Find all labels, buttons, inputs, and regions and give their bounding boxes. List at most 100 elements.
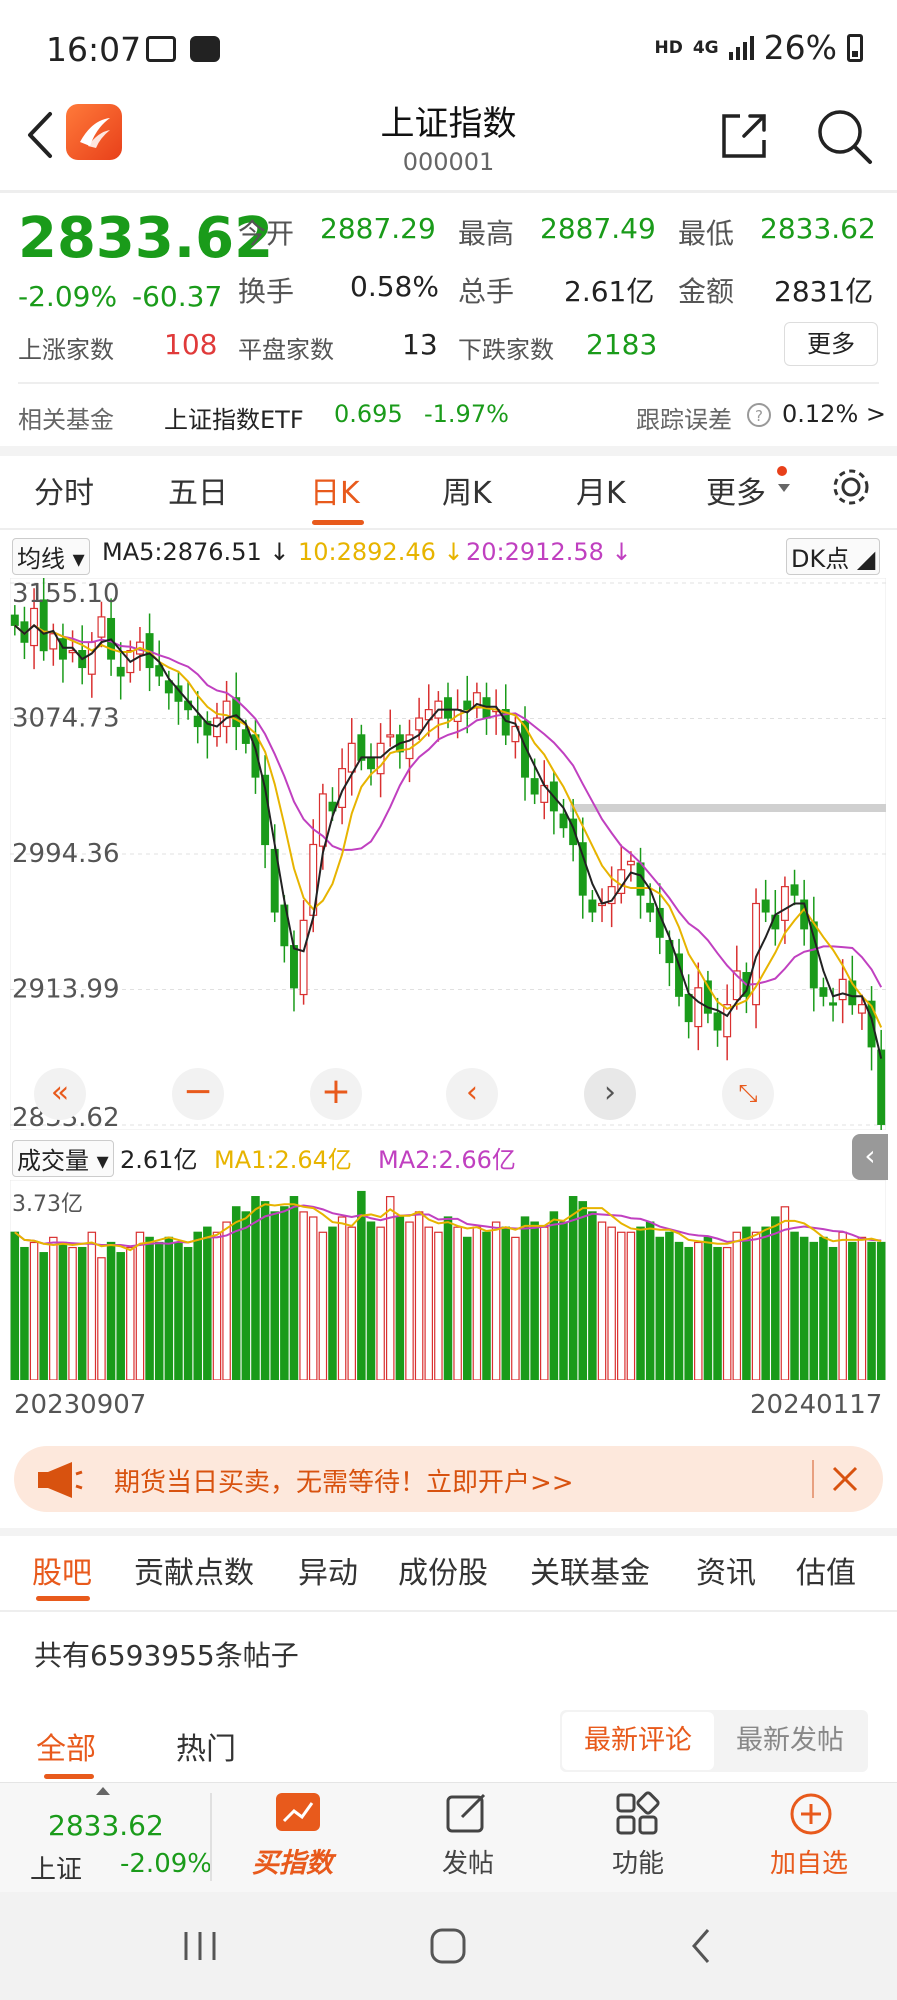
- volume-bar: [49, 1236, 58, 1380]
- tab-monthly-k[interactable]: 月K: [576, 476, 626, 511]
- sort-latest-comment[interactable]: 最新评论: [562, 1712, 714, 1770]
- mini-pct[interactable]: -2.09%: [120, 1849, 212, 1879]
- functions-tab[interactable]: 功能: [590, 1791, 686, 1887]
- ad-banner[interactable]: 期货当日买卖，无需等待！立即开户>>: [14, 1446, 883, 1512]
- rewind-button[interactable]: «: [34, 1068, 86, 1120]
- back-icon[interactable]: [22, 110, 58, 160]
- candle: [848, 980, 857, 1006]
- amount-label: 金额: [678, 275, 735, 308]
- expand-caret-icon[interactable]: [96, 1787, 110, 1797]
- subtab-contribution[interactable]: 贡献点数: [134, 1556, 254, 1591]
- y-axis-label: 3074.73: [12, 704, 120, 734]
- help-icon[interactable]: ?: [746, 402, 772, 428]
- filter-hot[interactable]: 热门: [176, 1732, 236, 1767]
- volume-bar: [588, 1211, 597, 1380]
- subtab-guba[interactable]: 股吧: [32, 1556, 92, 1591]
- volume-value: 2.61亿: [564, 275, 655, 308]
- volume-ma2: MA2:2.66亿: [378, 1146, 516, 1174]
- volume-bar: [828, 1246, 838, 1380]
- dk-point-button[interactable]: DK点 ◢: [786, 538, 881, 575]
- volume-max-label: 3.73亿: [12, 1192, 83, 1217]
- up-count-label: 上涨家数: [18, 336, 114, 364]
- status-time: 16:07: [46, 30, 142, 69]
- share-icon[interactable]: [718, 110, 770, 162]
- volume-bar: [405, 1221, 414, 1380]
- zoom-in-button[interactable]: +: [310, 1068, 362, 1120]
- volume-bar: [530, 1221, 539, 1380]
- filter-all[interactable]: 全部: [36, 1732, 96, 1767]
- search-icon[interactable]: [814, 106, 874, 166]
- candle: [829, 1002, 838, 1006]
- volume-bar: [617, 1231, 626, 1380]
- collapse-panel-button[interactable]: ‹: [852, 1134, 888, 1180]
- tracking-error-label: 跟踪误差: [636, 406, 732, 434]
- scroll-left-button[interactable]: ‹: [446, 1068, 498, 1120]
- tab-five-day[interactable]: 五日: [168, 476, 228, 511]
- home-icon[interactable]: [428, 1926, 468, 1966]
- sort-latest-post[interactable]: 最新发帖: [736, 1725, 844, 1756]
- candle: [10, 614, 19, 626]
- fullscreen-button[interactable]: ⤡: [722, 1068, 774, 1120]
- candle: [472, 692, 481, 709]
- tab-intraday[interactable]: 分时: [34, 476, 94, 511]
- candle: [376, 742, 385, 775]
- tracking-error-value[interactable]: 0.12% >: [782, 400, 886, 428]
- candle: [155, 665, 164, 677]
- ma10-value: 10:2892.46 ↓: [298, 538, 464, 566]
- subtab-movement[interactable]: 异动: [298, 1556, 358, 1591]
- subtab-news[interactable]: 资讯: [696, 1556, 756, 1591]
- candle: [578, 842, 587, 896]
- mini-price[interactable]: 2833.62: [48, 1809, 164, 1842]
- add-watchlist-label: 加自选: [770, 1849, 849, 1879]
- candle: [444, 697, 452, 719]
- add-watchlist-tab[interactable]: 加自选: [762, 1791, 862, 1887]
- volume-bar: [694, 1241, 703, 1380]
- candle: [222, 700, 231, 728]
- candle: [867, 1000, 876, 1048]
- volume-bar: [838, 1231, 847, 1380]
- active-tab-indicator: [312, 520, 364, 525]
- settings-icon[interactable]: [828, 464, 874, 510]
- turnover-label: 换手: [238, 275, 295, 308]
- subtab-valuation[interactable]: 估值: [796, 1556, 856, 1591]
- mini-name[interactable]: 上证: [30, 1855, 83, 1885]
- volume-bar: [713, 1246, 722, 1380]
- nav-back-icon[interactable]: [686, 1926, 716, 1966]
- post-tab[interactable]: 发帖: [420, 1791, 516, 1887]
- sort-toggle: 最新评论 最新发帖: [560, 1710, 868, 1772]
- ma-selector-label: 均线: [17, 545, 65, 573]
- volume-bar: [10, 1231, 20, 1380]
- system-nav-bar: [0, 1892, 897, 2000]
- volume-bar: [482, 1231, 491, 1380]
- volume-selector[interactable]: 成交量 ▾: [12, 1140, 114, 1177]
- candle: [780, 886, 789, 921]
- app-logo-mark: [80, 118, 110, 148]
- recent-apps-icon[interactable]: [180, 1928, 220, 1964]
- related-fund-name[interactable]: 上证指数ETF: [164, 406, 304, 434]
- volume-bar: [626, 1231, 636, 1380]
- tab-weekly-k[interactable]: 周K: [442, 476, 492, 511]
- buy-index-tab[interactable]: 买指数: [244, 1791, 348, 1887]
- zoom-out-button[interactable]: −: [172, 1068, 224, 1120]
- subtab-constituents[interactable]: 成份股: [398, 1556, 488, 1591]
- tab-daily-k[interactable]: 日K: [310, 476, 360, 511]
- candle: [665, 939, 674, 964]
- chart-trend-icon: [276, 1793, 320, 1831]
- current-price: 2833.62: [18, 206, 274, 271]
- close-icon[interactable]: [830, 1464, 860, 1494]
- more-stats-button[interactable]: 更多: [784, 322, 878, 366]
- candle: [588, 899, 597, 913]
- down-count: 2183: [586, 328, 658, 361]
- volume-chart[interactable]: [10, 1180, 886, 1380]
- down-count-label: 下跌家数: [458, 336, 554, 364]
- subtabs-divider: [0, 1610, 897, 1612]
- scroll-right-button[interactable]: ›: [584, 1068, 636, 1120]
- banner-text[interactable]: 期货当日买卖，无需等待！立即开户>>: [114, 1468, 574, 1498]
- volume-bar: [280, 1206, 289, 1380]
- ma-selector[interactable]: 均线 ▾: [12, 538, 90, 575]
- subtab-related-funds[interactable]: 关联基金: [530, 1556, 650, 1591]
- candle: [646, 902, 655, 913]
- tab-more[interactable]: 更多: [706, 476, 766, 511]
- volume-bar: [414, 1211, 424, 1380]
